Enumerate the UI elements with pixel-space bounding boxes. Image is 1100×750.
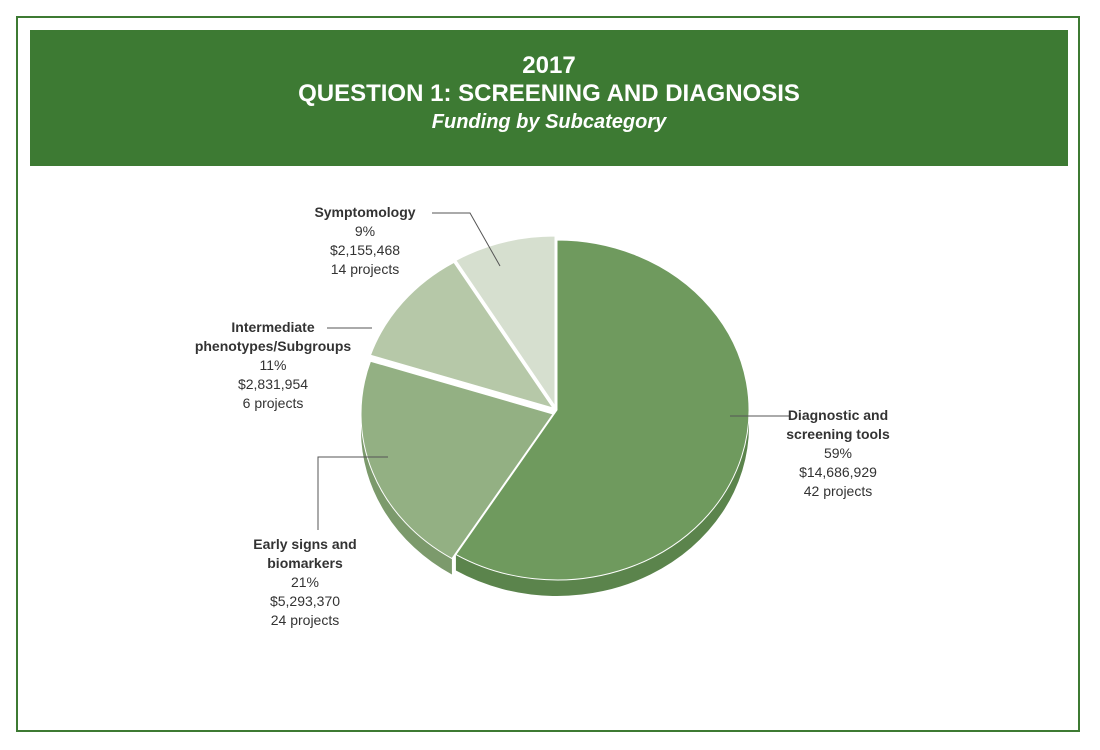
slice-label-line: 21% — [291, 574, 319, 590]
title-banner: 2017 QUESTION 1: SCREENING AND DIAGNOSIS… — [30, 30, 1068, 166]
slice-label-line: Intermediate — [231, 319, 314, 335]
slice-label-line: Early signs and — [253, 536, 356, 552]
chart-subtitle: Funding by Subcategory — [431, 111, 667, 133]
pie-slice-2 — [369, 261, 555, 409]
pie-slice-0 — [455, 239, 750, 581]
pie-slice-1 — [360, 360, 554, 560]
slice-label-1: Early signs and biomarkers 21% $5,293,370 24… — [253, 536, 356, 628]
leader-line-3 — [432, 212, 501, 267]
leader-lines — [317, 212, 790, 530]
pie-slice-side-0 — [455, 410, 749, 596]
slice-label-line: 42 projects — [804, 483, 872, 499]
slice-label-3: Symptomology 9% $2,155,468 14 projects — [314, 204, 415, 277]
chart-year: 2017 — [522, 52, 576, 79]
slice-label-0: Diagnostic and screening tools 59% $14,686,… — [786, 407, 890, 499]
pie-slices — [360, 235, 750, 581]
slice-label-line: screening tools — [786, 426, 890, 442]
slice-label-line: $5,293,370 — [270, 593, 340, 609]
slice-label-line: 9% — [355, 223, 375, 239]
pie-depth — [361, 410, 749, 596]
slice-label-line: 24 projects — [271, 612, 339, 628]
slice-label-line: biomarkers — [267, 555, 343, 571]
slice-label-line: 14 projects — [331, 261, 399, 277]
slice-label-line: $2,831,954 — [238, 376, 308, 392]
slice-labels: Diagnostic and screening tools 59% $14,686,… — [195, 204, 890, 628]
slice-label-line: 6 projects — [243, 395, 304, 411]
slice-label-line: phenotypes/Subgroups — [195, 338, 352, 354]
pie-slice-3 — [455, 235, 556, 408]
slice-label-line: $14,686,929 — [799, 464, 877, 480]
slice-label-line: 11% — [260, 357, 287, 373]
leader-line-1 — [317, 456, 388, 530]
slice-label-line: $2,155,468 — [330, 242, 400, 258]
slice-label-line: Diagnostic and — [788, 407, 888, 423]
slice-label-line: Symptomology — [314, 204, 415, 220]
slice-label-2: Intermediate phenotypes/Subgroups 11% $2,83… — [195, 319, 352, 411]
pie-slice-side-1 — [361, 414, 452, 575]
slice-label-line: 59% — [824, 445, 852, 461]
chart-frame — [16, 16, 1080, 732]
chart-title: QUESTION 1: SCREENING AND DIAGNOSIS — [298, 80, 800, 107]
